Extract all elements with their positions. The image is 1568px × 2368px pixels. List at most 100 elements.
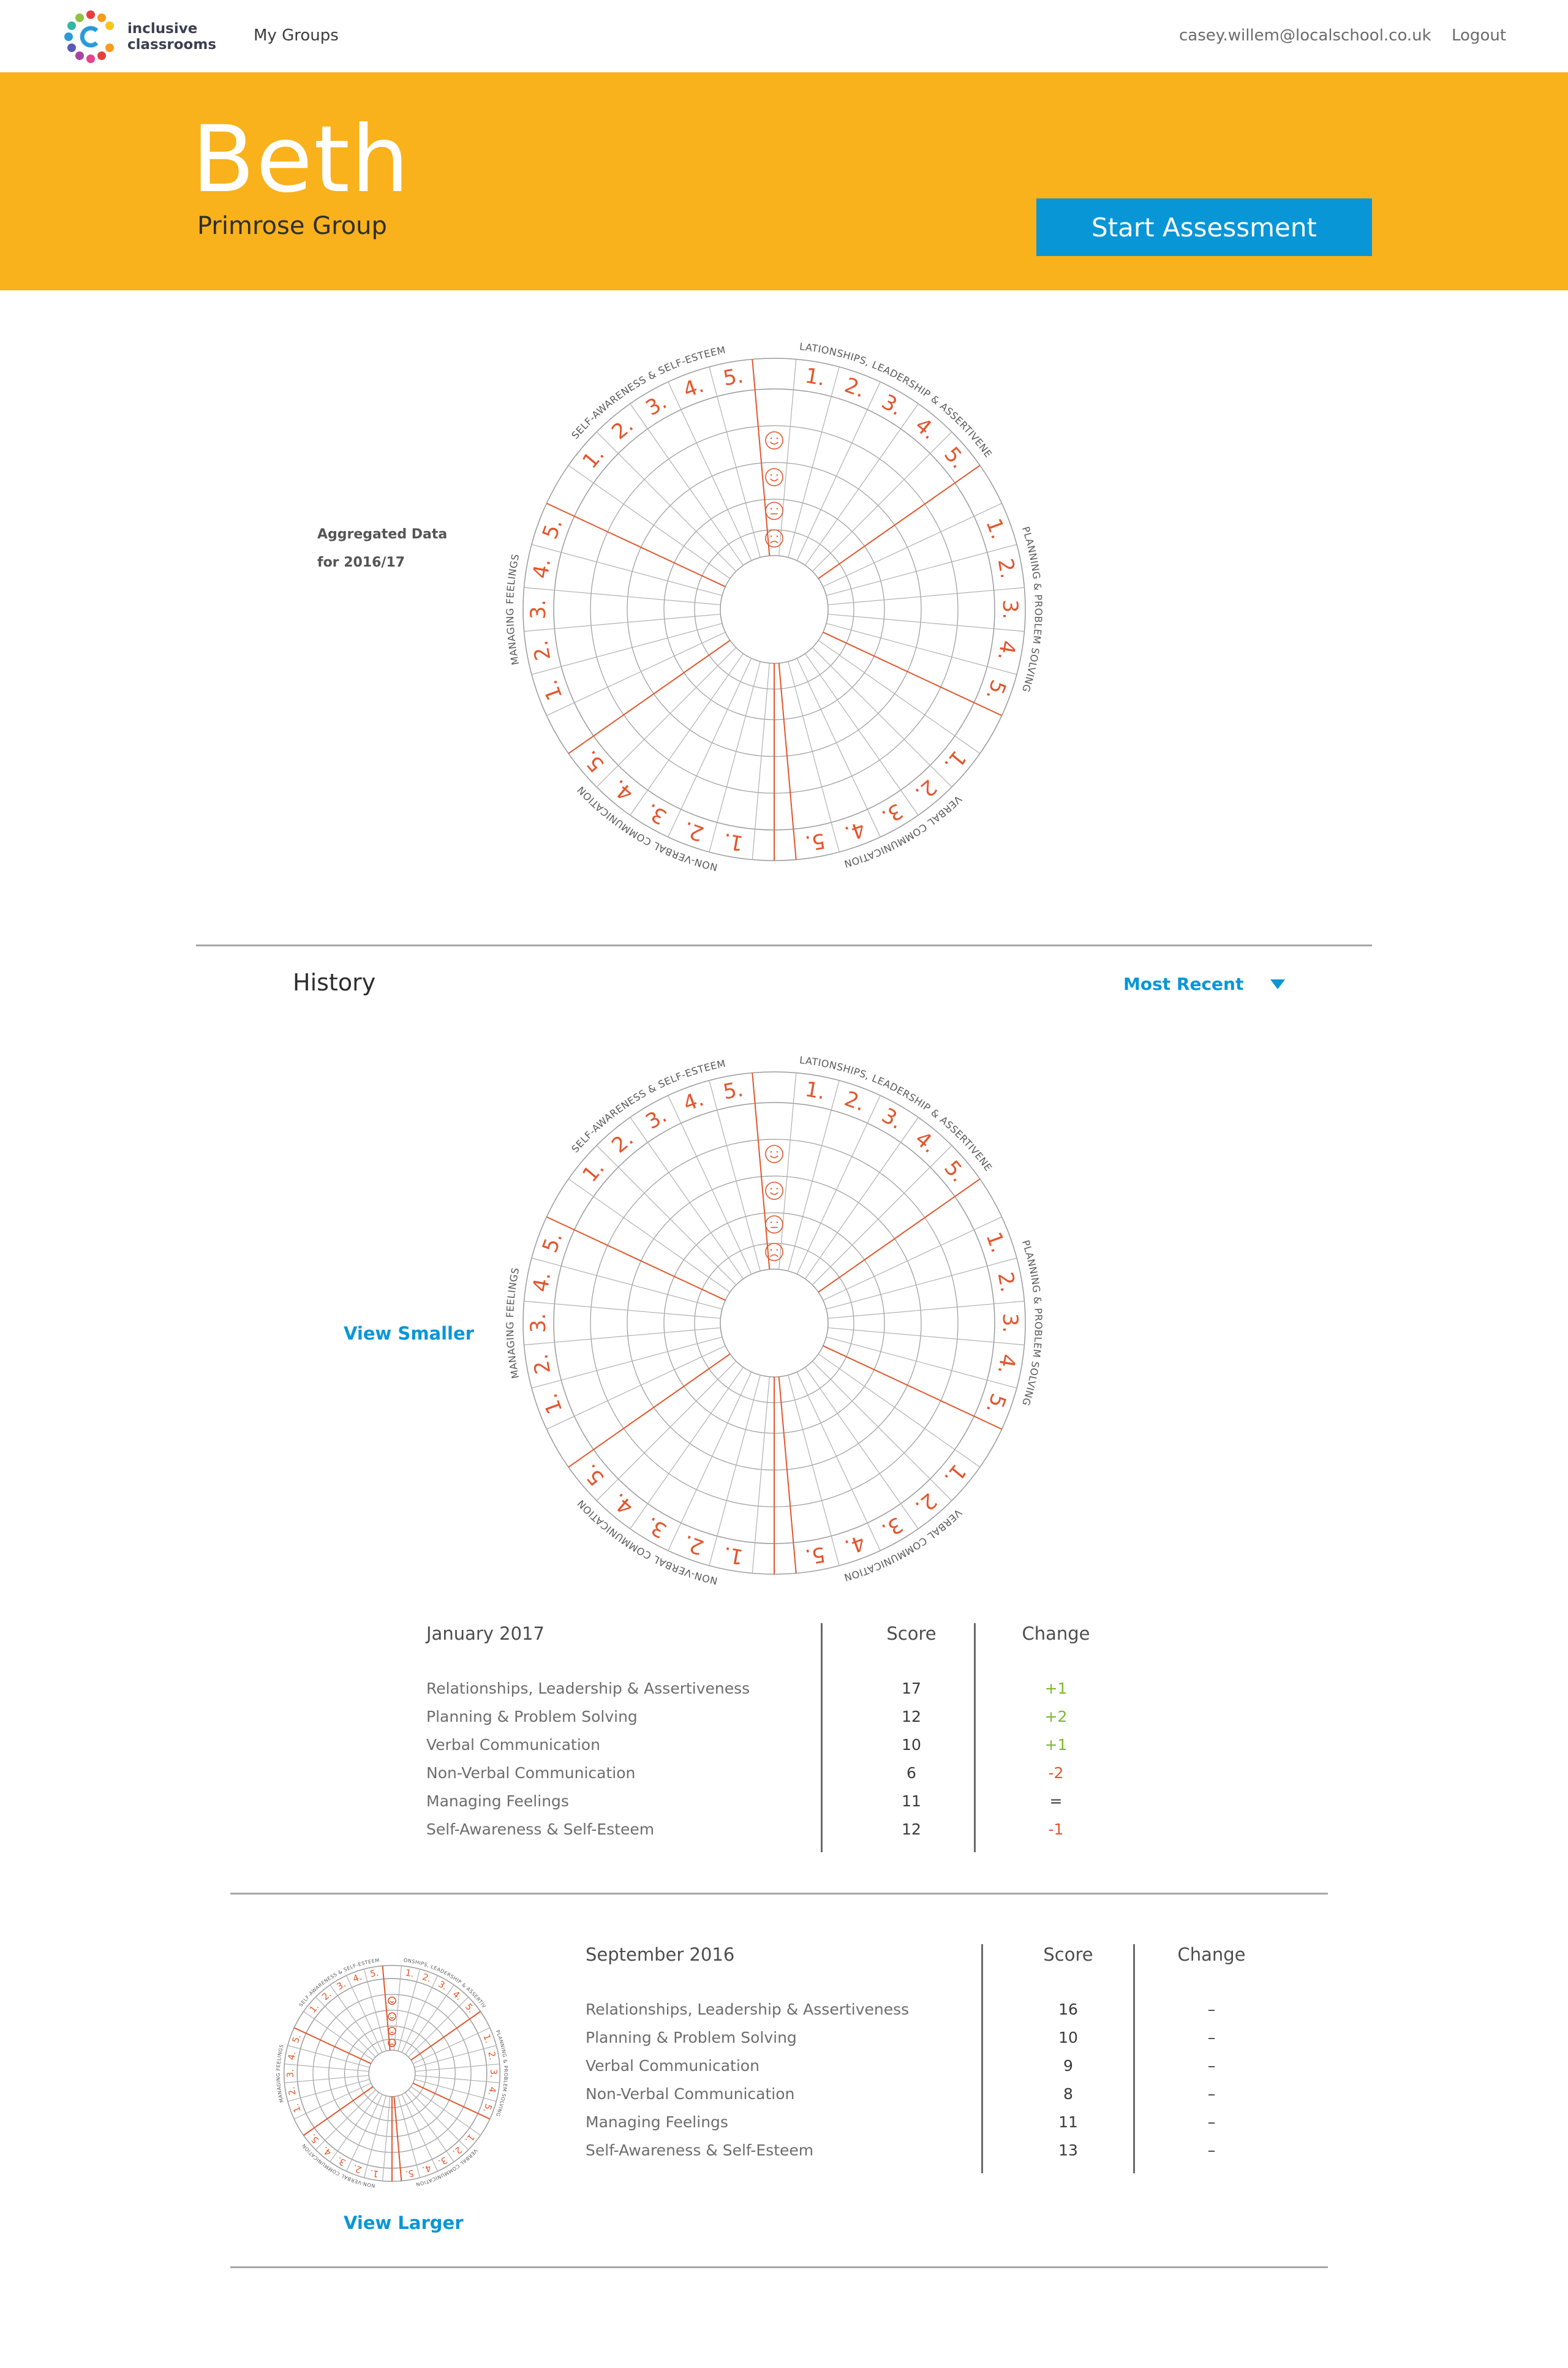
- change-column-header: Change: [1022, 1623, 1090, 1644]
- level-number-label: 5.: [803, 1542, 827, 1569]
- level-number-label: 3.: [998, 1313, 1022, 1333]
- level-number-label: 5.: [538, 515, 568, 542]
- level-number-label: 4.: [993, 1352, 1020, 1376]
- wheel-section-title: MANAGING FEELINGS: [276, 2044, 285, 2103]
- wheel-section-title: PLANNING & PROBLEM SOLVING: [1020, 1239, 1044, 1407]
- category-label: Relationships, Leadership & Assertivenes…: [586, 2000, 910, 2018]
- level-number-label: 2.: [993, 1270, 1020, 1294]
- neutral-face-icon: [388, 2026, 396, 2035]
- level-number-label: 4.: [842, 1529, 869, 1559]
- level-number-label: 1.: [538, 677, 568, 704]
- level-number-label: 3.: [526, 600, 551, 619]
- view-larger-link[interactable]: View Larger: [344, 2212, 464, 2233]
- wheel-section-title: PLANNING & PROBLEM SOLVING: [1020, 525, 1044, 693]
- level-number-label: 3.: [641, 390, 671, 421]
- happy-face-icon: [388, 1996, 396, 2005]
- category-label: Verbal Communication: [586, 2057, 760, 2075]
- logo-wordmark: inclusive classrooms: [127, 21, 216, 53]
- level-number-label: 3.: [877, 390, 907, 421]
- student-hero-banner: Beth Primrose Group Start Assessment: [0, 72, 1568, 290]
- wheel-section-title: MANAGING FEELINGS: [504, 553, 521, 666]
- level-number-label: 5.: [290, 2033, 303, 2045]
- happy-face-icon: [765, 1145, 783, 1163]
- level-number-label: 1.: [803, 363, 827, 391]
- level-number-label: 2.: [680, 816, 707, 846]
- level-number-label: 2.: [993, 557, 1020, 581]
- category-label: Managing Feelings: [586, 2113, 728, 2131]
- level-number-label: 3.: [526, 1313, 551, 1333]
- score-value: 10: [1058, 2029, 1078, 2046]
- category-label: Non-Verbal Communication: [586, 2085, 795, 2103]
- september-skills-wheel-thumbnail[interactable]: 1. 2.3.4.5.1.2.3.4.5.1.2.3.4.5.1.2.3.4.5.…: [257, 1951, 527, 2196]
- change-value: –: [1207, 2000, 1216, 2018]
- level-number-label: 5.: [538, 1229, 568, 1256]
- level-number-label: 5.: [404, 2167, 415, 2179]
- level-number-label: 1.: [981, 1229, 1011, 1256]
- logout-link[interactable]: Logout: [1452, 26, 1507, 45]
- category-label: Relationships, Leadership & Assertivenes…: [426, 1680, 750, 1697]
- score-value: 11: [1058, 2113, 1078, 2131]
- column-divider: [981, 1944, 983, 2173]
- level-number-label: 2.: [528, 1352, 556, 1376]
- category-label: Self-Awareness & Self-Esteem: [586, 2141, 814, 2159]
- wheel-section-title: RELATIONSHIPS, LEADERSHIP & ASSERTIVENES…: [499, 1044, 995, 1174]
- september-score-table: September 2016 Score Change Relationship…: [586, 1944, 1259, 2177]
- column-divider: [1133, 1944, 1135, 2173]
- level-number-label: 4.: [842, 816, 869, 846]
- inclusive-classrooms-logo[interactable]: [60, 6, 134, 67]
- level-number-label: 3.: [641, 1512, 671, 1543]
- level-number-label: 5.: [981, 1390, 1011, 1417]
- level-number-label: 5.: [722, 363, 745, 391]
- history-heading: History: [293, 969, 376, 996]
- nav-my-groups-link[interactable]: My Groups: [254, 26, 339, 45]
- change-value: +1: [1044, 1736, 1068, 1754]
- section-divider: [230, 1893, 1328, 1895]
- score-column-header: Score: [886, 1623, 937, 1644]
- change-value: -1: [1048, 1820, 1064, 1838]
- level-number-label: 2.: [486, 2051, 497, 2061]
- student-group-name: Primrose Group: [197, 212, 387, 240]
- happy-face-icon: [765, 468, 783, 486]
- level-number-label: 4.: [421, 2162, 432, 2175]
- score-value: 9: [1063, 2057, 1073, 2075]
- change-value: –: [1207, 2113, 1216, 2131]
- happy-face-icon: [765, 1182, 783, 1200]
- change-value: –: [1207, 2057, 1216, 2075]
- score-value: 11: [902, 1792, 921, 1810]
- category-label: Verbal Communication: [426, 1736, 600, 1754]
- level-number-label: 3.: [285, 2069, 296, 2078]
- score-value: 13: [1058, 2141, 1078, 2159]
- level-number-label: 4.: [486, 2086, 497, 2096]
- level-number-label: 1.: [538, 1390, 568, 1417]
- level-number-label: 2.: [842, 373, 869, 403]
- level-number-label: 4.: [528, 557, 556, 581]
- user-email-link[interactable]: casey.willem@localschool.co.uk: [1179, 26, 1431, 45]
- change-value: –: [1207, 2085, 1216, 2103]
- happy-face-icon: [765, 431, 783, 450]
- score-value: 17: [902, 1680, 921, 1697]
- top-navigation-bar: inclusive classrooms My Groups casey.wil…: [0, 0, 1568, 72]
- start-assessment-button[interactable]: Start Assessment: [1036, 198, 1372, 256]
- student-name: Beth: [192, 107, 411, 213]
- category-label: Planning & Problem Solving: [426, 1708, 638, 1725]
- wheel-section-title: MANAGING FEELINGS: [504, 1267, 521, 1380]
- aggregated-label-line-2: for 2016/17: [317, 555, 405, 570]
- score-value: 6: [907, 1764, 916, 1782]
- change-value: +2: [1044, 1708, 1068, 1725]
- level-number-label: 5.: [803, 828, 827, 856]
- category-label: Non-Verbal Communication: [426, 1764, 636, 1782]
- level-number-label: 2.: [528, 638, 556, 662]
- change-value: -2: [1048, 1764, 1064, 1782]
- view-smaller-link[interactable]: View Smaller: [344, 1323, 474, 1344]
- level-number-label: 1.: [290, 2102, 303, 2114]
- sad-face-icon: [765, 529, 783, 548]
- section-divider: [230, 2266, 1328, 2268]
- history-sort-dropdown[interactable]: Most Recent: [1123, 974, 1286, 994]
- level-number-label: 5.: [722, 1077, 745, 1104]
- change-column-header: Change: [1177, 1944, 1246, 1965]
- level-number-label: 3.: [877, 1103, 907, 1134]
- sort-selected-value: Most Recent: [1123, 974, 1244, 994]
- score-value: 16: [1058, 2000, 1078, 2018]
- score-value: 10: [902, 1736, 921, 1754]
- assessment-date-header: January 2017: [426, 1623, 545, 1644]
